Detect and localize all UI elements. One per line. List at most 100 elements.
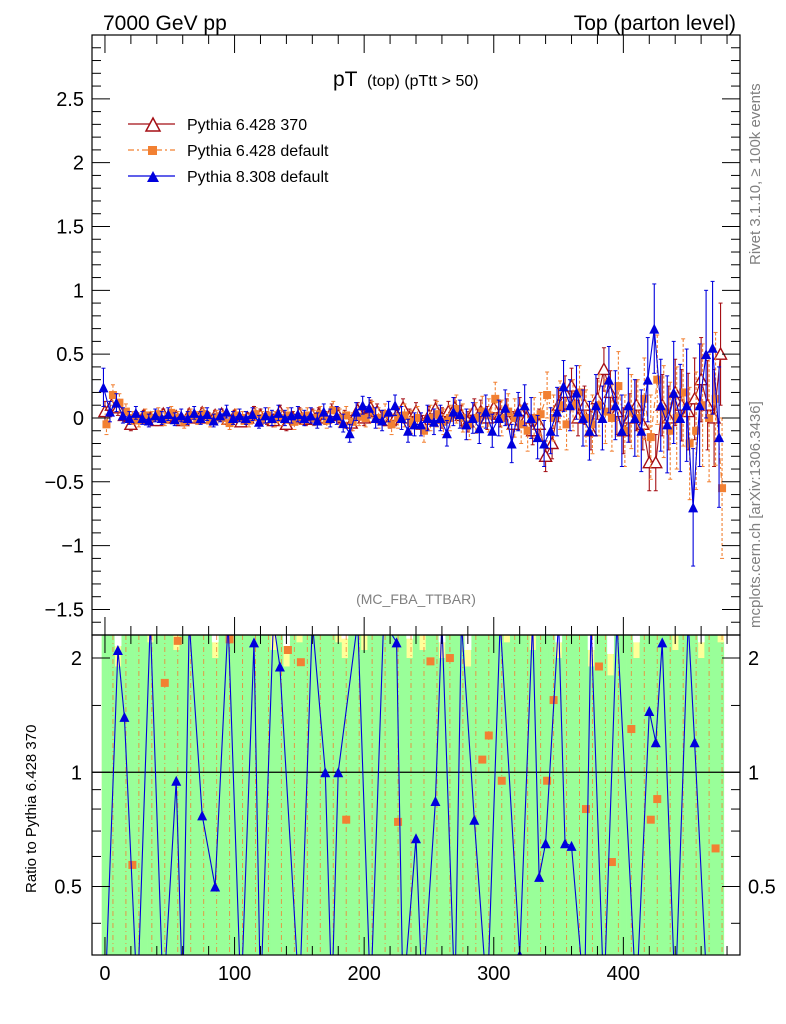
ratio-ylabel: Ratio to Pythia 6.428 370 (23, 725, 40, 893)
data-point (564, 378, 579, 392)
data-point (318, 406, 329, 417)
data-point (150, 410, 161, 421)
data-point (575, 388, 584, 397)
data-point (452, 405, 461, 414)
data-point (500, 402, 511, 413)
data-point (461, 419, 472, 430)
uncertainty-band-inner (393, 635, 401, 955)
data-point (620, 426, 629, 435)
ratio-point (566, 840, 577, 851)
data-point (519, 400, 530, 411)
data-point (705, 413, 714, 422)
data-point (545, 425, 556, 436)
uncertainty-band-inner (386, 635, 394, 955)
uncertainty-band-inner (542, 635, 550, 955)
data-point (182, 412, 193, 423)
data-point (167, 408, 176, 417)
data-point (698, 401, 707, 410)
ratio-point (411, 833, 421, 844)
main-ytick-label: 1 (73, 280, 84, 302)
uncertainty-band-inner (127, 635, 135, 955)
data-point (653, 375, 662, 384)
band-gap (406, 635, 414, 639)
ratio-ytick-label: 2 (71, 648, 82, 670)
data-point (141, 411, 150, 420)
ratio-point (249, 637, 259, 648)
data-point (513, 406, 524, 417)
uncertainty-band-inner (600, 635, 608, 955)
data-point (303, 411, 312, 420)
data-point (538, 448, 553, 462)
ratio-axes: 2 2 1 1 0.5 0.5 0 100 200 300 400 (54, 635, 776, 985)
uncertainty-band-inner (192, 635, 200, 955)
uncertainty-band-inner (315, 635, 323, 955)
data-point (629, 412, 640, 423)
legend-entry-pythia6-default: Pythia 6.428 default (128, 143, 329, 160)
legend-marker-square (148, 146, 157, 155)
legend-label-2: Pythia 8.308 default (187, 169, 329, 186)
ratio-ytick-label-right: 1 (748, 762, 759, 784)
data-point (596, 362, 612, 376)
data-point (357, 400, 368, 411)
uncertainty-band-inner (594, 635, 601, 955)
data-point (130, 407, 141, 418)
data-point (108, 391, 117, 399)
data-point (610, 400, 621, 411)
data-point (374, 413, 383, 422)
ratio-point (342, 815, 351, 824)
uncertainty-band-inner (218, 635, 226, 955)
xtick-label: 300 (477, 963, 510, 985)
ratio-point (478, 755, 487, 764)
uncertainty-band-inner (425, 635, 433, 955)
data-point (552, 406, 563, 417)
data-point (642, 374, 653, 385)
data-point (361, 413, 370, 422)
data-point (543, 391, 552, 399)
data-point (169, 414, 180, 425)
data-point (419, 426, 428, 435)
uncertainty-band-inner (231, 635, 239, 955)
ratio-point (274, 661, 285, 672)
data-point (607, 413, 616, 422)
uncertainty-band-inner (555, 658, 563, 955)
data-point (558, 381, 569, 392)
uncertainty-band-inner (296, 642, 303, 955)
data-point (441, 428, 452, 439)
data-point (292, 409, 303, 420)
uncertainty-band-inner (568, 635, 576, 955)
data-point (383, 406, 394, 417)
data-point (685, 439, 694, 448)
data-point (701, 349, 712, 360)
ratio-point (160, 678, 169, 687)
data-point (400, 411, 409, 420)
data-point (394, 413, 403, 422)
ratio-point (445, 654, 454, 663)
data-point (526, 412, 537, 423)
data-point (707, 342, 718, 353)
ratio-series-0 (128, 635, 720, 869)
data-point (290, 417, 299, 426)
data-point (260, 410, 271, 421)
ratio-point (644, 706, 655, 717)
data-point (517, 420, 526, 429)
data-point (426, 413, 435, 422)
data-point (672, 413, 681, 422)
data-point (539, 438, 550, 449)
uncertainty-band-inner (289, 635, 297, 955)
data-point (629, 397, 644, 411)
uncertainty-band-inner (613, 635, 621, 955)
data-point (692, 426, 701, 435)
uncertainty-band-inner (257, 635, 265, 955)
uncertainty-band-inner (309, 635, 316, 955)
ratio-point (607, 858, 616, 867)
uncertainty-band-inner (633, 658, 640, 955)
band-gap (114, 635, 122, 647)
uncertainty-band-inner (328, 635, 336, 955)
data-point (506, 438, 517, 449)
uncertainty-band-inner (250, 635, 258, 955)
main-ytick-label: 2.5 (56, 89, 84, 111)
uncertainty-band-inner (697, 658, 705, 955)
mcplots-label: mcplots.cern.ch [arXiv:1306.3436] (747, 401, 764, 628)
legend: Pythia 6.428 370 Pythia 6.428 default Py… (128, 116, 329, 186)
data-point (228, 412, 239, 423)
